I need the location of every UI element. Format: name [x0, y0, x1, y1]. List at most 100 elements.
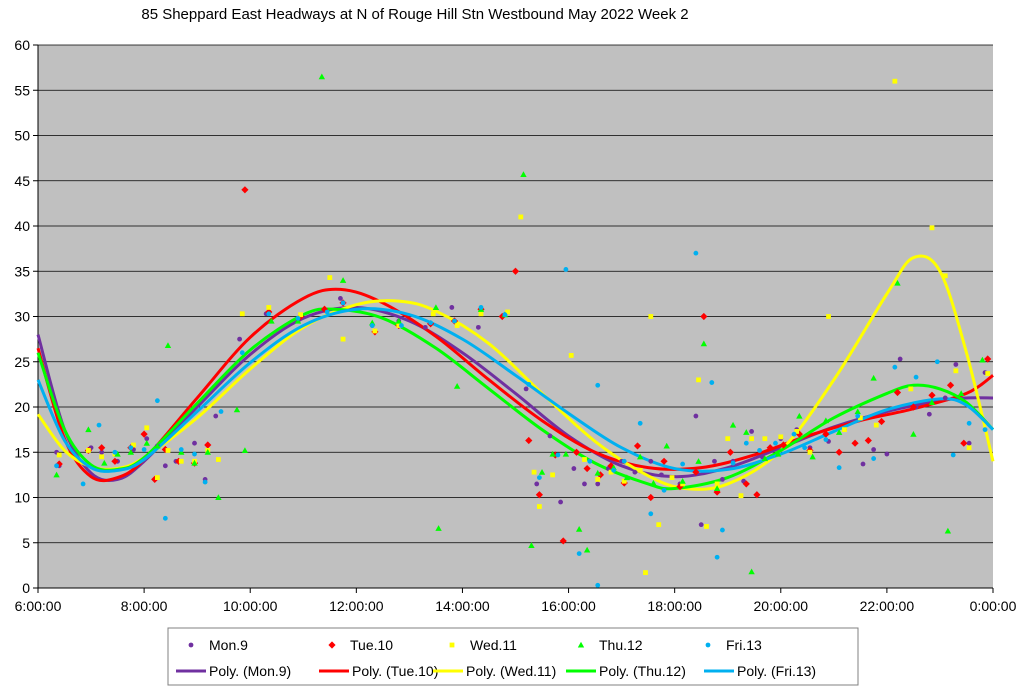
data-point-Tue.10	[633, 442, 642, 450]
data-point-Thu.12	[835, 429, 843, 435]
data-point-Fri.13	[730, 460, 736, 466]
data-point-Wed.11	[696, 377, 701, 383]
data-point-Tue.10	[726, 448, 734, 456]
data-point-Wed.11	[165, 448, 171, 453]
data-point-Mon.9	[720, 477, 725, 482]
data-point-Mon.9	[953, 362, 959, 367]
data-point-Wed.11	[131, 442, 136, 448]
data-point-Thu.12	[268, 317, 275, 324]
data-point-Wed.11	[178, 458, 184, 464]
data-point-Thu.12	[549, 450, 556, 457]
data-point-Wed.11	[568, 353, 574, 358]
data-point-Thu.12	[928, 399, 936, 406]
data-point-Thu.12	[774, 450, 782, 457]
data-point-Fri.13	[680, 461, 686, 467]
data-point-Wed.11	[656, 522, 662, 528]
legend-marker	[449, 642, 455, 648]
data-point-Fri.13	[773, 440, 778, 446]
legend-label: Wed.11	[470, 637, 517, 653]
chart-title: 85 Sheppard East Headways at N of Rouge …	[141, 6, 689, 23]
data-point-Wed.11	[704, 524, 709, 529]
data-point-Wed.11	[873, 422, 879, 428]
y-tick-label: 5	[22, 535, 30, 551]
data-point-Tue.10	[795, 430, 803, 438]
data-point-Fri.13	[162, 515, 168, 521]
data-point-Thu.12	[114, 450, 121, 457]
data-point-Thu.12	[650, 479, 657, 486]
legend-label: Poly. (Thu.12)	[599, 663, 686, 679]
data-point-Wed.11	[807, 449, 813, 455]
data-point-Thu.12	[538, 468, 546, 475]
data-point-Tue.10	[660, 457, 668, 465]
trendline-4	[36, 307, 995, 473]
data-point-Tue.10	[151, 475, 159, 483]
data-point-Fri.13	[502, 312, 508, 318]
data-point-Wed.11	[966, 445, 972, 451]
x-tick-label: 12:00:00	[329, 598, 384, 614]
data-point-Wed.11	[430, 311, 436, 317]
data-point-Thu.12	[318, 73, 326, 80]
data-point-Wed.11	[778, 434, 784, 440]
data-point-Fri.13	[202, 479, 208, 485]
data-point-Thu.12	[695, 458, 702, 464]
data-point-Tue.10	[946, 381, 955, 389]
legend-label: Tue.10	[350, 637, 393, 653]
data-point-Fri.13	[324, 309, 330, 315]
data-point-Thu.12	[910, 430, 917, 437]
data-point-Fri.13	[714, 554, 720, 560]
data-point-Wed.11	[266, 305, 272, 310]
data-point-Wed.11	[215, 457, 221, 462]
data-point-Mon.9	[449, 305, 455, 310]
data-point-Tue.10	[676, 483, 684, 491]
data-point-Wed.11	[942, 273, 948, 279]
data-point-Mon.9	[659, 472, 664, 478]
data-point-Thu.12	[528, 542, 535, 549]
data-point-Thu.12	[796, 412, 803, 419]
data-point-Fri.13	[661, 487, 667, 493]
trendline-0	[36, 305, 994, 482]
data-point-Wed.11	[372, 328, 378, 334]
data-point-Wed.11	[725, 436, 731, 442]
data-point-Mon.9	[884, 451, 890, 457]
data-point-Fri.13	[192, 451, 197, 457]
data-point-Tue.10	[928, 391, 936, 399]
data-point-Mon.9	[338, 296, 343, 301]
data-point-Mon.9	[475, 324, 481, 330]
data-point-Thu.12	[679, 478, 686, 484]
data-point-Fri.13	[80, 481, 86, 487]
data-point-Thu.12	[85, 426, 92, 433]
y-tick-label: 30	[14, 309, 30, 325]
data-point-Wed.11	[892, 78, 898, 84]
data-point-Fri.13	[966, 420, 972, 426]
data-point-Fri.13	[709, 380, 715, 385]
data-point-Fri.13	[802, 445, 808, 451]
data-point-Fri.13	[141, 447, 147, 452]
x-tick-label: 22:00:00	[860, 598, 915, 614]
data-point-Mon.9	[571, 466, 577, 471]
data-point-Wed.11	[643, 570, 648, 576]
trendline-1	[36, 287, 994, 483]
data-point-Wed.11	[714, 481, 720, 487]
data-point-Thu.12	[164, 342, 172, 349]
data-point-Mon.9	[942, 395, 948, 401]
data-point-Fri.13	[823, 437, 829, 442]
data-point-Thu.12	[809, 453, 816, 460]
trendlines	[36, 254, 995, 491]
data-point-Wed.11	[608, 469, 614, 475]
data-point-Wed.11	[738, 493, 744, 499]
data-point-Mon.9	[558, 499, 563, 505]
data-point-Mon.9	[547, 433, 553, 439]
data-point-Wed.11	[536, 504, 542, 509]
data-point-Wed.11	[621, 478, 627, 484]
data-point-Fri.13	[295, 315, 301, 321]
data-point-Wed.11	[340, 336, 346, 342]
axes: 0 5 10 15 20 25 30 35 40 45 50 55 60 6:00:00 8:00:00 10…	[14, 37, 1016, 614]
data-point-Wed.11	[550, 472, 556, 478]
data-point-Wed.11	[762, 436, 768, 442]
data-point-Thu.12	[339, 277, 347, 283]
data-point-Fri.13	[576, 551, 582, 557]
x-tick-label: 0:00:00	[970, 598, 1017, 614]
data-point-Thu.12	[215, 494, 222, 501]
data-point-Thu.12	[700, 340, 708, 347]
data-point-Wed.11	[99, 454, 105, 460]
